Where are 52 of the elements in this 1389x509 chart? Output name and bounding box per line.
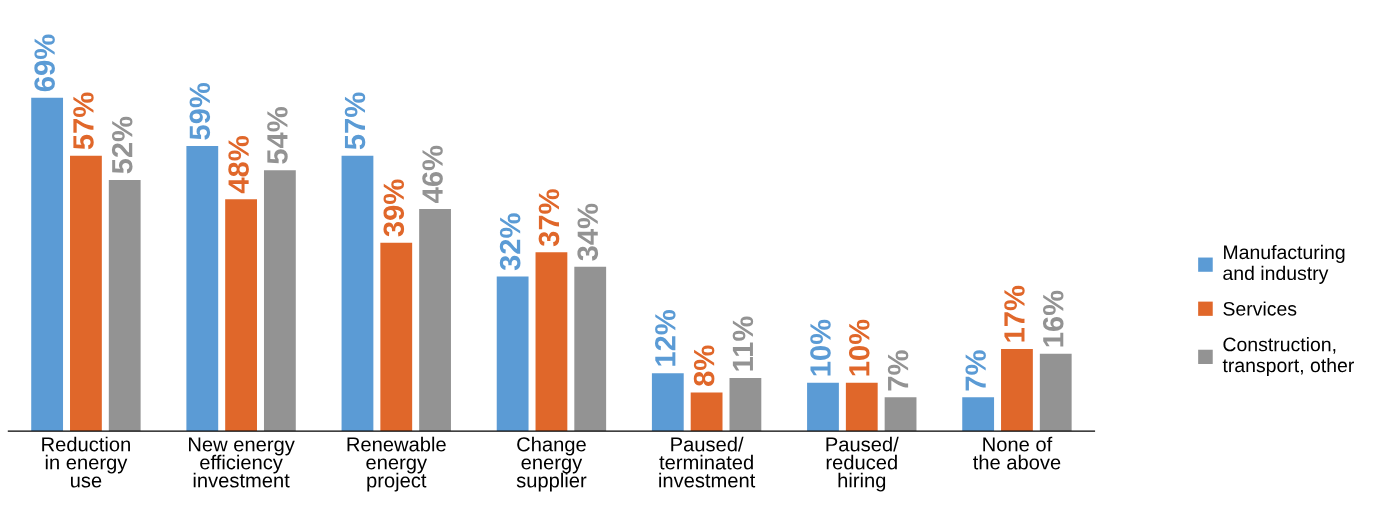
data-label: 17% (1004, 285, 1025, 342)
data-label: 34% (577, 203, 599, 261)
data-label: 8% (693, 345, 715, 386)
bar (535, 252, 568, 432)
data-label: 57% (344, 92, 366, 150)
data-label: 10% (848, 319, 870, 376)
data-label: 57% (73, 92, 94, 150)
bar (574, 266, 607, 432)
legend-label: Manufacturing and industry (1223, 244, 1345, 284)
x-tick-label: Reduction in energy use (42, 436, 130, 488)
x-tick-label: Renewable energy project (347, 436, 446, 492)
data-label: 11% (732, 316, 754, 371)
x-tick-label: Paused/ terminated investment (659, 436, 756, 488)
bar (845, 382, 878, 432)
data-label: 10% (810, 319, 831, 376)
bar (651, 373, 684, 432)
data-label: 37% (538, 189, 560, 247)
legend-label: Construction, transport, other (1222, 337, 1354, 377)
data-label: 46% (422, 145, 443, 203)
bar (807, 382, 839, 432)
x-tick-label: None of the above (973, 436, 1061, 470)
bar (31, 97, 64, 432)
bar (884, 397, 917, 432)
bar (225, 199, 257, 432)
x-tick-label: Change energy supplier (516, 436, 587, 492)
data-label: 16% (1042, 290, 1064, 347)
data-label: 39% (383, 179, 405, 237)
bar (70, 155, 102, 432)
data-label: 48% (228, 136, 249, 194)
bar (380, 242, 413, 432)
data-label: 59% (189, 82, 211, 140)
bar (690, 392, 723, 432)
x-tick-label: Paused/ reduced hiring (826, 436, 899, 492)
bar (1039, 353, 1072, 432)
data-label: 69% (34, 34, 55, 92)
bar (341, 155, 374, 432)
data-label: 7% (965, 350, 986, 391)
bar (108, 179, 141, 432)
data-label: 54% (267, 107, 288, 164)
bar (186, 146, 219, 432)
bar (962, 397, 995, 432)
bar (496, 276, 529, 432)
data-label: 52% (111, 116, 133, 174)
bar (729, 377, 762, 432)
x-tick-label: New energy efficiency investment (189, 437, 295, 488)
data-label: 32% (499, 213, 521, 271)
bar (1001, 348, 1033, 432)
bar (263, 170, 296, 432)
bar (419, 208, 451, 432)
data-label: 7% (887, 350, 909, 391)
data-label: 12% (654, 309, 676, 366)
legend-label: Services (1223, 301, 1297, 316)
